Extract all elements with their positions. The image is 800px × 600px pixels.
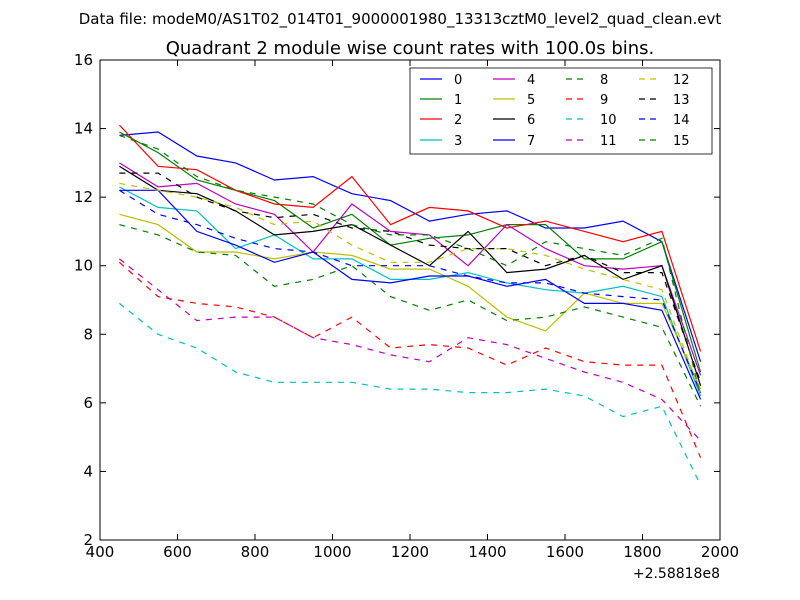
series-layer: [118, 124, 702, 486]
y-tick-label: 10: [74, 257, 93, 275]
x-tick-label: 800: [241, 543, 270, 561]
series-line-9: [119, 261, 702, 458]
legend-label-12: 12: [673, 73, 690, 88]
series-line-1: [119, 131, 702, 373]
chart-title: Quadrant 2 module wise count rates with …: [166, 38, 655, 59]
y-tick-label: 16: [74, 51, 93, 69]
series-line-0: [119, 131, 702, 362]
y-tick-label: 14: [74, 120, 93, 138]
legend-label-3: 3: [454, 134, 462, 149]
legend-label-0: 0: [454, 73, 462, 88]
legend-label-6: 6: [527, 113, 535, 128]
x-tick-label: 1800: [623, 543, 661, 561]
y-tick-label: 2: [83, 531, 93, 549]
series-line-11: [119, 258, 702, 442]
tick-layer: 400 600 800 1000 1200 1400 1600 1800 20002468101…: [74, 51, 739, 561]
legend-label-2: 2: [454, 113, 462, 128]
series-line-10: [119, 302, 702, 486]
legend-label-7: 7: [527, 134, 535, 149]
series-line-8: [119, 224, 702, 407]
legend-label-13: 13: [673, 93, 690, 108]
y-tick-label: 4: [83, 462, 93, 480]
legend-label-5: 5: [527, 93, 535, 108]
series-line-5: [119, 213, 702, 390]
legend-label-15: 15: [673, 134, 690, 149]
legend-label-4: 4: [527, 73, 535, 88]
x-tick-label: 1600: [546, 543, 584, 561]
legend-label-10: 10: [600, 113, 617, 128]
x-offset-label: +2.58818e8: [633, 566, 720, 582]
x-tick-label: 1400: [468, 543, 506, 561]
series-line-2: [118, 124, 702, 352]
x-tick-label: 600: [163, 543, 192, 561]
legend-label-11: 11: [600, 134, 617, 149]
legend-label-14: 14: [673, 113, 690, 128]
x-tick-label: 1000: [313, 543, 351, 561]
y-tick-label: 8: [83, 325, 93, 343]
series-line-15: [119, 134, 702, 397]
chart-suptitle: Data file: modeM0/AS1T02_014T01_90000019…: [79, 10, 722, 29]
series-line-7: [119, 189, 702, 400]
x-tick-label: 1200: [391, 543, 429, 561]
legend-label-9: 9: [600, 93, 608, 108]
series-line-12: [119, 182, 702, 393]
y-tick-label: 12: [74, 188, 93, 206]
series-line-14: [119, 189, 702, 393]
legend-label-8: 8: [600, 73, 608, 88]
y-tick-label: 6: [83, 394, 93, 412]
x-tick-label: 400: [86, 543, 115, 561]
series-line-13: [119, 172, 702, 383]
x-tick-label: 2000: [701, 543, 739, 561]
legend-label-1: 1: [454, 93, 462, 108]
legend-frame: [409, 67, 713, 155]
